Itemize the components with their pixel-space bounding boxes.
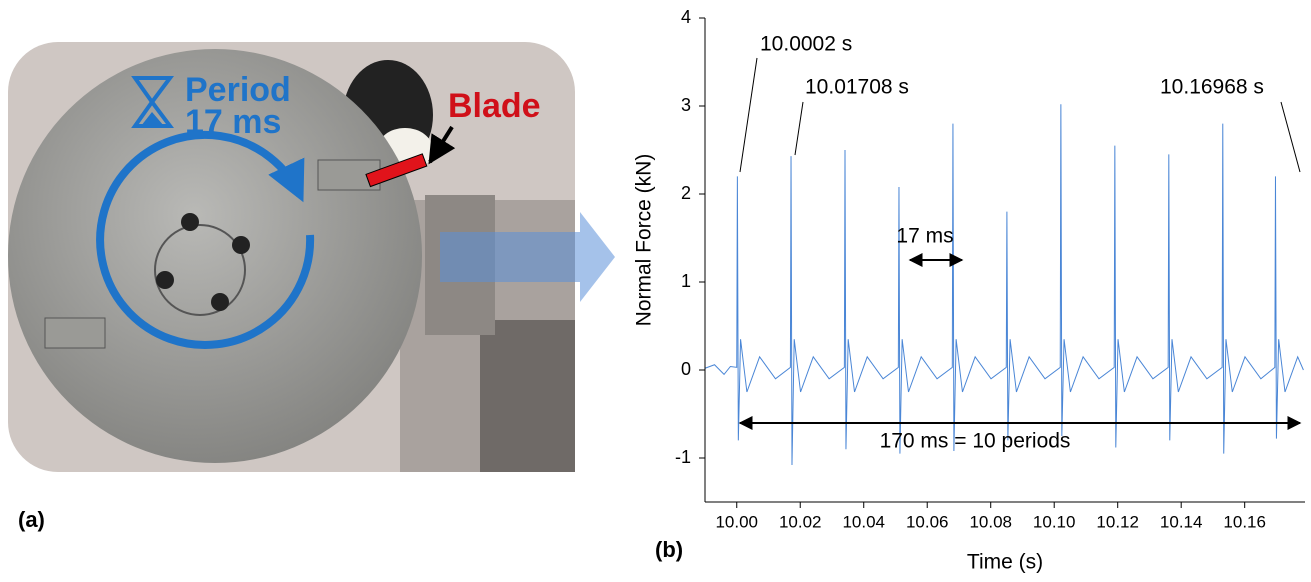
annotation-line (739, 57, 758, 173)
holder (44, 317, 106, 349)
y-axis-label: Normal Force (kN) (633, 154, 656, 327)
x-tick-label: 10.10 (1033, 512, 1076, 531)
period-label: Period (185, 71, 291, 109)
bolt (211, 293, 229, 311)
machine-base (480, 320, 575, 472)
y-tick-label: 4 (681, 7, 691, 27)
x-axis-label: Time (s) (967, 551, 1043, 574)
x-tick-label: 10.04 (842, 512, 885, 531)
x-tick-label: 10.06 (906, 512, 949, 531)
blade (365, 153, 428, 188)
force-line (704, 104, 1304, 466)
bolt (232, 236, 250, 254)
transition-arrow (440, 212, 615, 302)
annotation: 170 ms = 10 periods (880, 430, 1071, 453)
annotation-line (1280, 101, 1301, 173)
rotation-arrow (96, 130, 315, 349)
y-tick-label: -1 (675, 447, 691, 467)
y-tick-label: 2 (681, 183, 691, 203)
panel-label: (a) (18, 507, 45, 532)
annotation: 10.0002 s (760, 33, 852, 56)
panel-label: (b) (655, 537, 683, 562)
blade-label: Blade (448, 87, 541, 125)
x-tick-label: 10.02 (779, 512, 822, 531)
bolt (156, 271, 174, 289)
period-value: 17 ms (185, 103, 281, 141)
y-tick-label: 0 (681, 359, 691, 379)
annotation: 10.16968 s (1160, 76, 1264, 99)
x-tick-label: 10.08 (969, 512, 1012, 531)
annotation-line (794, 101, 804, 156)
hourglass (131, 76, 174, 128)
y-tick-label: 3 (681, 95, 691, 115)
annotation: 10.01708 s (805, 76, 909, 99)
disc (8, 49, 422, 463)
x-tick-label: 10.14 (1160, 512, 1203, 531)
annotation: 17 ms (896, 225, 953, 248)
x-tick-label: 10.12 (1096, 512, 1139, 531)
y-tick-label: 1 (681, 271, 691, 291)
hub (154, 224, 246, 316)
bolt (181, 213, 199, 231)
x-tick-label: 10.00 (715, 512, 758, 531)
photo: Period 17 ms Blade (8, 42, 615, 472)
hourglass-sand (141, 112, 164, 126)
x-tick-label: 10.16 (1223, 512, 1266, 531)
blade-arrow (428, 125, 456, 165)
